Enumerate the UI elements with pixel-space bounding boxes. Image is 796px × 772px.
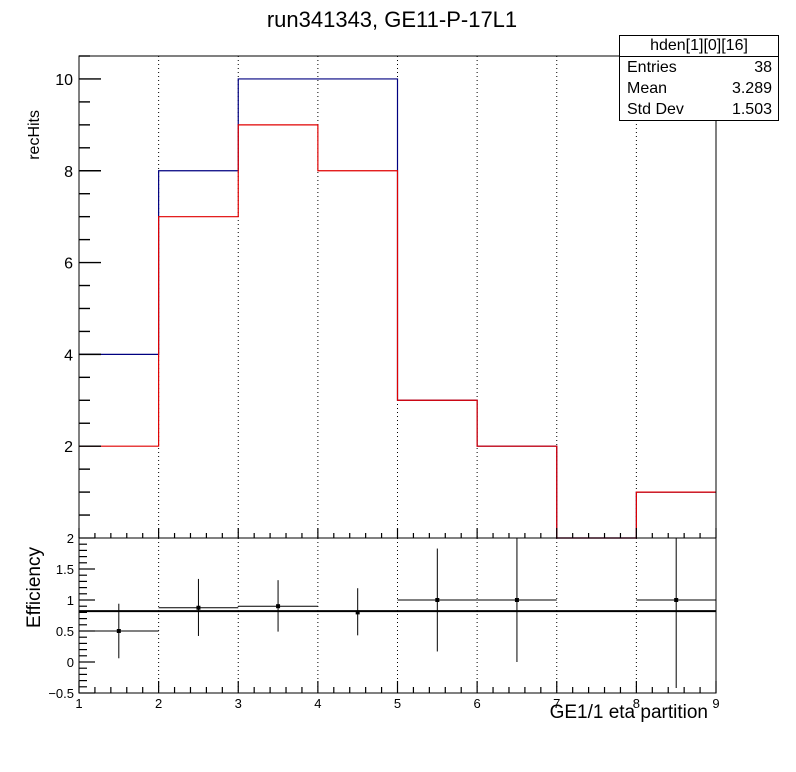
top-y-tick-label: 6 bbox=[64, 256, 73, 273]
bottom-y-tick-label: −0.5 bbox=[48, 686, 74, 701]
stats-value: 38 bbox=[754, 59, 772, 76]
bottom-y-tick-label: 1.5 bbox=[56, 562, 74, 577]
stats-label: Entries bbox=[627, 59, 677, 76]
efficiency-marker bbox=[435, 598, 440, 602]
bottom-x-tick-label: 4 bbox=[314, 696, 321, 711]
efficiency-marker bbox=[196, 605, 201, 610]
histogram-bin bbox=[636, 492, 716, 538]
efficiency-point bbox=[158, 578, 239, 636]
efficiency-point bbox=[238, 580, 318, 632]
stats-label: Mean bbox=[627, 80, 668, 97]
x-axis-label: GE1/1 eta partition bbox=[550, 702, 708, 723]
stats-row-mean: Mean 3.289 bbox=[620, 78, 778, 99]
stats-label: Std Dev bbox=[627, 101, 684, 118]
stats-box: hden[1][0][16] Entries 38 Mean 3.289 Std… bbox=[619, 35, 779, 121]
chart-title: run341343, GE11-P-17L1 bbox=[267, 7, 517, 32]
top-y-tick-label: 4 bbox=[64, 347, 73, 364]
bottom-x-tick-label: 2 bbox=[155, 696, 162, 711]
efficiency-marker bbox=[116, 629, 121, 633]
bottom-x-tick-label: 5 bbox=[394, 696, 401, 711]
efficiency-point bbox=[636, 538, 716, 689]
stats-box-title: hden[1][0][16] bbox=[620, 36, 778, 57]
efficiency-layer bbox=[79, 538, 716, 689]
histogram-bin bbox=[238, 125, 318, 538]
efficiency-point bbox=[397, 548, 478, 652]
stats-row-stddev: Std Dev 1.503 bbox=[620, 99, 778, 120]
bottom-y-tick-label: 2 bbox=[67, 531, 74, 546]
efficiency-marker bbox=[514, 598, 519, 602]
histogram-bin bbox=[477, 446, 557, 538]
bottom-x-tick-label: 3 bbox=[235, 696, 242, 711]
top-y-tick-label: 8 bbox=[64, 164, 73, 181]
histogram-layer bbox=[79, 78, 716, 539]
bottom-x-tick-label: 7 bbox=[553, 696, 560, 711]
histogram-bin bbox=[398, 400, 478, 538]
histogram-bin bbox=[159, 217, 239, 538]
stats-value: 1.503 bbox=[731, 101, 772, 118]
efficiency-marker bbox=[355, 610, 360, 615]
histogram-bin bbox=[318, 171, 398, 538]
top-y-tick-label: 10 bbox=[55, 72, 73, 89]
bottom-x-tick-label: 6 bbox=[474, 696, 481, 711]
bottom-plot-frame bbox=[78, 537, 717, 694]
efficiency-marker bbox=[674, 598, 679, 602]
bottom-x-tick-label: 1 bbox=[75, 696, 82, 711]
bottom-grid bbox=[158, 538, 637, 693]
histogram-bin bbox=[79, 446, 159, 538]
top-y-tick-label: 2 bbox=[64, 439, 73, 456]
bottom-y-tick-label: 0 bbox=[67, 655, 74, 670]
efficiency-point bbox=[477, 538, 557, 662]
top-y-axis-label: recHits bbox=[26, 110, 43, 160]
bottom-x-tick-label: 9 bbox=[712, 696, 719, 711]
bottom-y-axis-label: Efficiency bbox=[24, 547, 45, 628]
efficiency-marker bbox=[276, 604, 281, 609]
bottom-axes: −0.5 0 0.5 1 1.5 2 1 2 3 4 5 6 7 8 9 bbox=[48, 531, 719, 711]
stats-value: 3.289 bbox=[731, 80, 772, 97]
bottom-y-tick-label: 0.5 bbox=[56, 624, 74, 639]
bottom-x-tick-label: 8 bbox=[633, 696, 640, 711]
stats-row-entries: Entries 38 bbox=[620, 57, 778, 78]
bottom-y-tick-label: 1 bbox=[67, 593, 74, 608]
